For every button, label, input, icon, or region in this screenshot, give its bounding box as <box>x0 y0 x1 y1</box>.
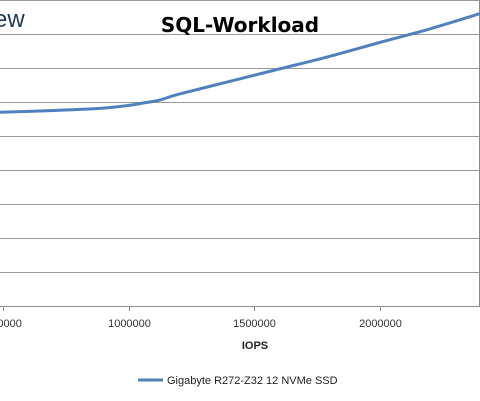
x-tick-label: 1000000 <box>108 318 151 330</box>
x-axis-ticks: 500000 1000000 1500000 2000000 <box>0 306 402 330</box>
x-axis-label: IOPS <box>242 340 268 352</box>
chart-title: SQL-Workload <box>161 13 319 37</box>
brand-watermark: ew <box>0 6 25 33</box>
x-tick-label: 2000000 <box>359 318 402 330</box>
legend: Gigabyte R272-Z32 12 NVMe SSD <box>138 375 338 387</box>
x-tick-label: 500000 <box>0 318 22 330</box>
gridlines <box>0 0 480 273</box>
plot-area <box>0 0 480 307</box>
legend-label: Gigabyte R272-Z32 12 NVMe SSD <box>167 375 338 387</box>
x-tick-label: 1500000 <box>233 318 276 330</box>
series-line <box>0 12 480 114</box>
